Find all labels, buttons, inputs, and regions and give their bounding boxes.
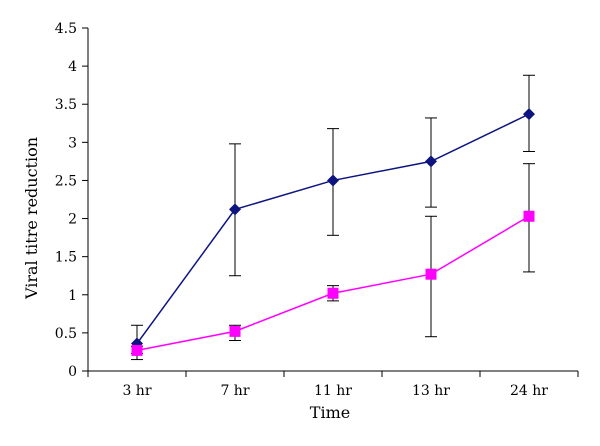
x-tick-label: 7 hr: [220, 383, 249, 399]
y-tick-label: 2: [68, 212, 77, 228]
data-point-square: [229, 325, 241, 337]
data-point-diamond: [327, 174, 339, 187]
y-tick-label: 1.5: [55, 250, 77, 266]
y-tick-label: 4: [68, 59, 77, 75]
y-tick-label: 0: [68, 364, 77, 380]
y-tick-label: 4.5: [55, 21, 77, 37]
y-tick-label: 2.5: [55, 173, 77, 189]
error-bars: [131, 74, 535, 361]
y-tick-label: 1: [68, 288, 77, 304]
y-tick-label: 3.5: [55, 97, 77, 113]
data-point-square: [131, 344, 143, 356]
x-axis-title: Time: [310, 403, 350, 422]
y-tick-label: 3: [68, 135, 77, 151]
data-point-diamond: [229, 203, 241, 216]
series-line-1: [136, 215, 530, 352]
data-point-square: [425, 268, 437, 280]
x-tick-label: 3 hr: [122, 383, 151, 399]
data-point-square: [523, 210, 535, 222]
series-markers: [131, 108, 535, 356]
data-point-diamond: [523, 108, 535, 121]
data-point-square: [327, 287, 339, 299]
data-point-diamond: [425, 155, 437, 168]
y-tick-label: 0.5: [55, 326, 77, 342]
x-tick-label: 13 hr: [412, 383, 450, 399]
y-axis-title: Viral titre reduction: [22, 137, 41, 300]
x-tick-label: 11 hr: [314, 383, 352, 399]
axes: 0 0.5 1 1.5 2 2.5 3 3.5 4 4.5 3 hr 7 hr 11 hr 13 hr 24…: [55, 21, 579, 399]
x-tick-label: 24 hr: [510, 383, 548, 399]
